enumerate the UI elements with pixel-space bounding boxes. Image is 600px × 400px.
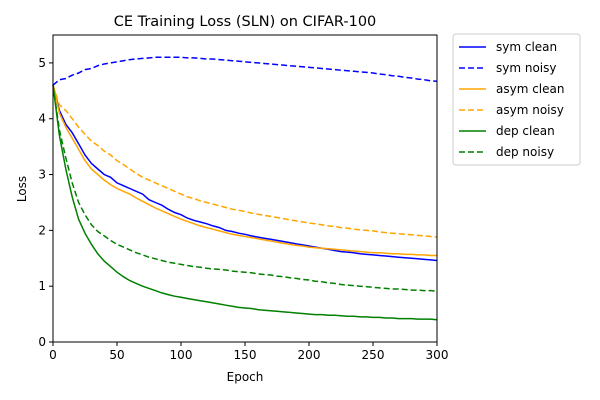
series-line-dep-noisy (52, 85, 438, 292)
series-line-dep-clean (52, 85, 438, 321)
x-axis: 0 50 100 150 200 250 300 (49, 342, 448, 362)
y-tick-label: 1 (38, 279, 46, 293)
y-axis-label: Loss (15, 176, 29, 202)
legend-label-asym-noisy: asym noisy (496, 103, 564, 117)
x-axis-label: Epoch (227, 370, 264, 384)
y-tick-label: 5 (38, 56, 46, 70)
series-line-sym-noisy (52, 56, 438, 86)
y-axis: 0 1 2 3 4 5 (38, 56, 53, 349)
x-tick-label: 100 (170, 348, 193, 362)
plot-frame (52, 34, 438, 343)
y-tick-label: 2 (38, 223, 46, 237)
y-tick-label: 4 (38, 112, 46, 126)
x-tick-label: 150 (234, 348, 257, 362)
series-line-asym-clean (52, 85, 437, 257)
legend-frame (452, 33, 581, 166)
series-line-asym-noisy (52, 84, 438, 238)
chart-title: CE Training Loss (SLN) on CIFAR-100 (114, 14, 377, 30)
series-line-sym-clean (52, 85, 438, 262)
legend-label-sym-clean: sym clean (496, 40, 557, 54)
legend-label-dep-clean: dep clean (496, 124, 555, 138)
x-tick-label: 50 (109, 348, 124, 362)
legend-label-asym-clean: asym clean (496, 82, 564, 96)
x-tick-label: 300 (426, 348, 449, 362)
plot-area (52, 56, 438, 321)
x-tick-label: 0 (49, 348, 57, 362)
legend-label-dep-noisy: dep noisy (496, 145, 554, 159)
legend-label-sym-noisy: sym noisy (496, 61, 557, 75)
y-tick-label: 3 (38, 168, 46, 182)
x-tick-label: 200 (298, 348, 321, 362)
legend: sym clean sym noisy asym clean asym noisy de… (452, 33, 581, 166)
y-tick-label: 0 (38, 335, 46, 349)
x-tick-label: 250 (362, 348, 385, 362)
